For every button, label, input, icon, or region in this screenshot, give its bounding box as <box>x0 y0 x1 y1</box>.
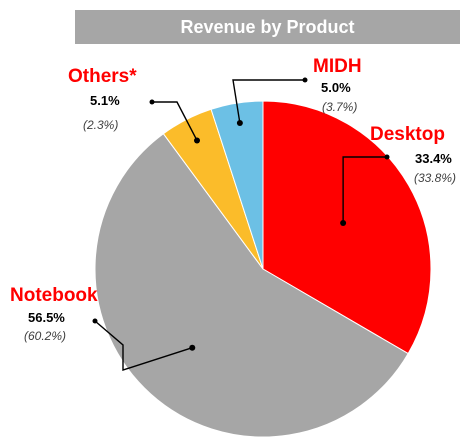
leader-dot-midh <box>236 119 243 126</box>
leader-end-dot-midh <box>302 77 308 83</box>
label-desktop-name: Desktop <box>370 124 445 145</box>
leader-dot-notebook <box>189 344 196 351</box>
chart-title: Revenue by Product <box>180 16 355 37</box>
leader-dot-others <box>194 137 201 144</box>
label-notebook-prev: (60.2%) <box>24 329 67 343</box>
label-notebook-name: Notebook <box>10 285 98 306</box>
chart-title-bar: Revenue by Product <box>75 10 460 44</box>
leader-end-dot-notebook <box>92 318 98 324</box>
pie-slice-desktop <box>262 100 432 355</box>
leader-end-dot-desktop <box>384 154 390 160</box>
leader-line-midh <box>232 79 305 124</box>
label-midh-name: MIDH <box>313 56 362 77</box>
leader-end-dot-others <box>149 99 155 105</box>
pie-slice-notebook <box>94 133 409 438</box>
leader-line-others <box>152 101 198 141</box>
leader-dot-desktop <box>340 219 347 226</box>
label-midh-pct: 5.0% <box>321 80 351 95</box>
leader-line-notebook <box>94 320 193 371</box>
label-others-pct: 5.1% <box>90 93 120 108</box>
label-desktop-prev: (33.8%) <box>414 171 457 185</box>
label-others-name: Others* <box>68 66 137 87</box>
label-others-prev: (2.3%) <box>83 118 119 132</box>
leader-line-desktop <box>342 156 387 223</box>
label-midh-prev: (3.7%) <box>322 100 358 114</box>
label-desktop-pct: 33.4% <box>415 151 452 166</box>
label-notebook-pct: 56.5% <box>28 310 65 325</box>
